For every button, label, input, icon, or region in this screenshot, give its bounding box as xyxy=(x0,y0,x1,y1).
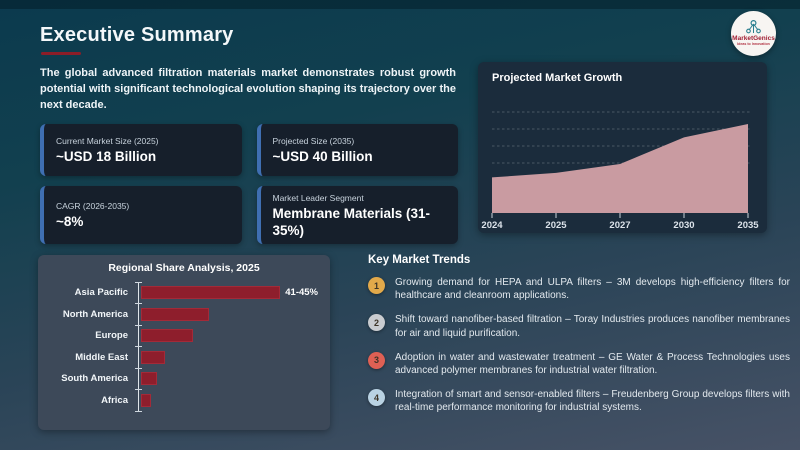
stat-card-current-size: Current Market Size (2025) ~USD 18 Billi… xyxy=(40,124,242,176)
bar-value-label: 41-45% xyxy=(285,287,318,299)
bar-row: South America xyxy=(50,367,318,390)
key-market-trends: Key Market Trends 1 Growing demand for H… xyxy=(368,254,790,426)
trend-text: Integration of smart and sensor-enabled … xyxy=(395,389,790,414)
stat-label: Projected Size (2035) xyxy=(272,136,355,147)
area-series xyxy=(492,124,748,213)
projected-growth-panel: 2024 2025 2027 2030 2035 Projected Market Gr… xyxy=(478,62,767,233)
x-axis-label: 2030 xyxy=(673,220,694,231)
bar-category-label: Asia Pacific xyxy=(74,287,128,299)
stats-grid: Current Market Size (2025) ~USD 18 Billi… xyxy=(40,124,458,244)
trend-text: Shift toward nanofiber-based filtration … xyxy=(395,314,790,339)
stat-value: ~8% xyxy=(56,214,84,230)
bar-category-label: Europe xyxy=(95,330,128,342)
stat-value: ~USD 18 Billion xyxy=(56,149,157,165)
page-title: Executive Summary xyxy=(40,24,234,46)
intro-paragraph: The global advanced filtration materials… xyxy=(40,67,456,111)
stat-value: Membrane Materials (31-35%) xyxy=(272,205,431,238)
logo: MarketGenics Ideas to Innovation xyxy=(731,11,776,56)
bar xyxy=(141,286,281,300)
regional-bar-rows: Asia Pacific 41-45% North America Europe Mid… xyxy=(50,281,318,411)
trend-text: Growing demand for HEPA and ULPA filters… xyxy=(395,277,790,302)
x-axis-label: 2025 xyxy=(545,220,567,231)
stat-card-cagr: CAGR (2026-2035) ~8% xyxy=(40,186,242,244)
x-axis-label: 2027 xyxy=(609,220,630,231)
bar-track: 41-45% xyxy=(135,281,318,304)
x-axis-label: 2024 xyxy=(481,220,503,231)
bar xyxy=(141,329,193,343)
bar-row: Europe xyxy=(50,324,318,347)
x-axis-label: 2035 xyxy=(737,220,759,231)
trend-item-1: 1 Growing demand for HEPA and ULPA filte… xyxy=(368,276,790,302)
bar xyxy=(141,393,151,407)
trend-item-3: 3 Adoption in water and wastewater treat… xyxy=(368,351,790,377)
trend-number-badge: 1 xyxy=(368,277,385,294)
stat-card-projected-size: Projected Size (2035) ~USD 40 Billion xyxy=(256,124,458,176)
top-strip xyxy=(0,0,800,9)
bar-category-label: North America xyxy=(62,308,128,320)
bar xyxy=(141,372,157,386)
bar xyxy=(141,307,209,321)
bar xyxy=(141,350,165,364)
stat-label: Market Leader Segment xyxy=(272,192,364,203)
trend-text: Adoption in water and wastewater treatme… xyxy=(395,351,790,376)
trend-item-2: 2 Shift toward nanofiber-based filtratio… xyxy=(368,313,790,339)
logo-name: MarketGenics xyxy=(732,34,775,42)
bar-category-label: Middle East xyxy=(75,351,128,363)
bar-track xyxy=(135,303,318,325)
molecule-icon xyxy=(746,19,761,34)
stat-card-leader-segment: Market Leader Segment Membrane Materials… xyxy=(256,186,458,244)
bar-row: North America xyxy=(50,303,318,325)
stat-label: CAGR (2026-2035) xyxy=(56,201,130,212)
bar-row: Middle East xyxy=(50,346,318,368)
regional-share-panel: Regional Share Analysis, 2025 Asia Pacif… xyxy=(38,255,330,430)
bar-category-label: Africa xyxy=(101,394,128,406)
bar-track xyxy=(135,367,318,390)
logo-tagline: Ideas to Innovation xyxy=(737,42,770,47)
bar-track xyxy=(135,389,318,411)
stat-label: Current Market Size (2025) xyxy=(56,136,159,147)
bar-track xyxy=(135,324,318,347)
bar-row: Africa xyxy=(50,389,318,411)
trend-number-badge: 4 xyxy=(368,389,385,407)
stat-value: ~USD 40 Billion xyxy=(272,149,373,165)
title-underline xyxy=(41,52,81,55)
bar-track xyxy=(135,346,318,368)
area-chart-title: Projected Market Growth xyxy=(492,72,623,84)
trends-heading: Key Market Trends xyxy=(368,254,471,266)
trend-item-4: 4 Integration of smart and sensor-enable… xyxy=(368,388,790,414)
trend-number-badge: 2 xyxy=(368,314,385,332)
bar-category-label: South America xyxy=(61,373,128,385)
bar-row: Asia Pacific 41-45% xyxy=(50,281,318,304)
bar-chart-title: Regional Share Analysis, 2025 xyxy=(108,262,260,274)
trend-number-badge: 3 xyxy=(368,351,385,369)
area-chart-svg: 2024 2025 2027 2030 2035 xyxy=(481,111,759,231)
